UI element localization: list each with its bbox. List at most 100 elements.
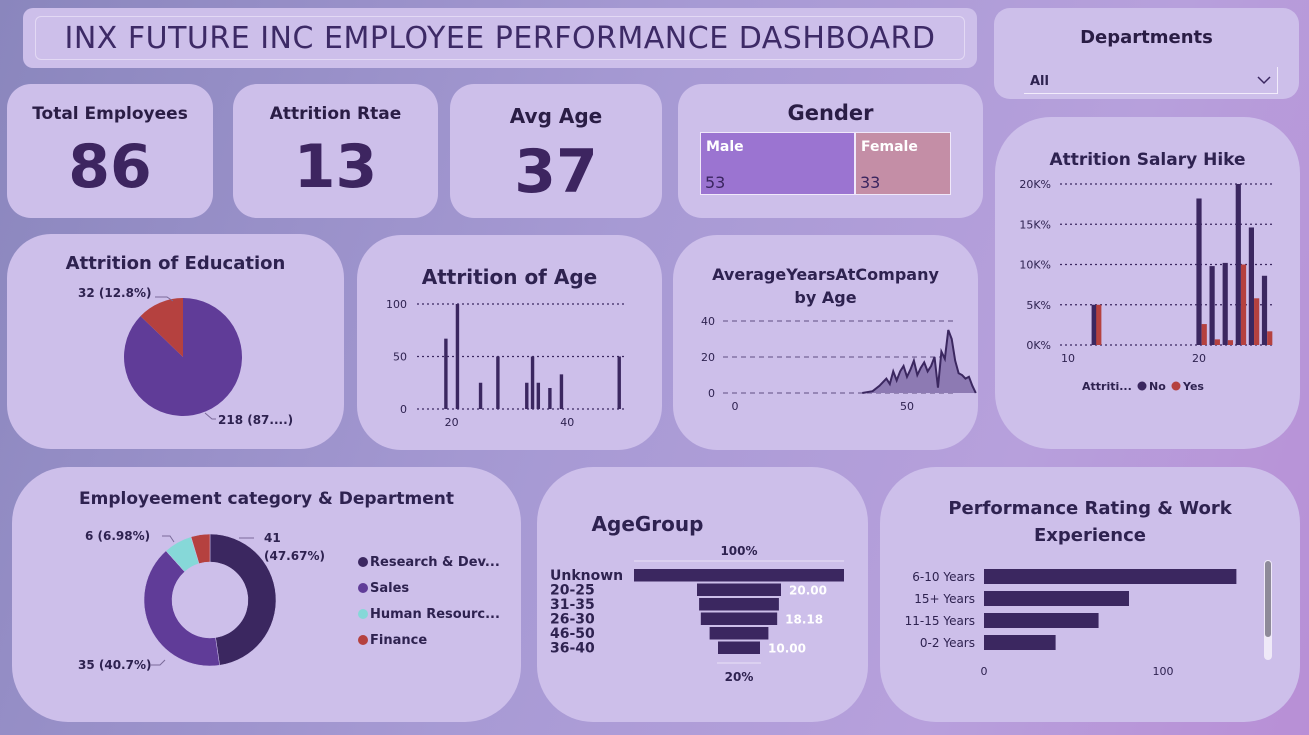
- bar: [1222, 262, 1228, 345]
- category-label: 20-25: [550, 583, 595, 599]
- bar: [1248, 227, 1254, 345]
- gender-female-box[interactable]: Female 33: [855, 132, 951, 195]
- y-tick-label: 15K%: [1019, 218, 1051, 231]
- performance-bar-chart: 6-10 Years 15+ Years 11-15 Years 0-2 Years 0…: [905, 569, 1237, 678]
- gender-female-value: 33: [860, 173, 881, 192]
- legend-swatch: [358, 557, 368, 567]
- category-label: 36-40: [550, 641, 595, 657]
- title-frame: INX FUTURE INC EMPLOYEE PERFORMANCE DASH…: [35, 16, 965, 60]
- agegroup-card: AgeGroup 100% Unknown 20-25 20.00 31-35 26-30…: [537, 467, 868, 722]
- scrollbar[interactable]: [1264, 560, 1272, 660]
- data-label: 10.00: [768, 642, 806, 656]
- chart-title: Attrition of Age: [421, 265, 598, 289]
- funnel-bottom-label: 20%: [725, 670, 754, 684]
- category-label: 11-15 Years: [905, 614, 975, 628]
- y-tick-label: 100: [386, 298, 407, 311]
- chart-title: AverageYearsAtCompany by Age: [712, 265, 939, 307]
- category-card: Employeement category & Department 41 (47…: [12, 467, 521, 722]
- bar: [1201, 324, 1207, 345]
- leader-line: [204, 412, 216, 420]
- gender-male-value: 53: [705, 173, 726, 192]
- bar: [496, 356, 500, 409]
- dropdown-value: All: [1030, 74, 1049, 89]
- data-label: 32 (12.8%): [78, 286, 151, 300]
- category-label: Unknown: [550, 568, 623, 584]
- y-tick-label: 20: [701, 351, 715, 364]
- y-tick-label: 50: [393, 351, 407, 364]
- legend-swatch: [1171, 381, 1181, 391]
- data-label: 218 (87....): [218, 413, 293, 427]
- legend-swatch: [1137, 381, 1147, 391]
- title-card: INX FUTURE INC EMPLOYEE PERFORMANCE DASH…: [23, 8, 977, 68]
- bar: [525, 382, 529, 409]
- salary-hike-chart: 0K% 5K% 10K% 15K% 20K% 10 20 Attriti... No Yes: [1019, 178, 1273, 393]
- x-tick-label: 20: [1192, 352, 1206, 365]
- category-label: 46-50: [550, 626, 595, 642]
- y-tick-label: 0K%: [1026, 339, 1051, 352]
- legend-swatch: [358, 609, 368, 619]
- legend-swatch: [358, 635, 368, 645]
- departments-dropdown[interactable]: All: [1024, 67, 1278, 94]
- slicer-label: Departments: [1080, 27, 1213, 48]
- gender-female-label: Female: [861, 139, 918, 155]
- gender-male-box[interactable]: Male 53: [700, 132, 855, 195]
- bar: [559, 374, 564, 409]
- data-label: 35 (40.7%): [78, 658, 151, 672]
- leader-line: [155, 296, 174, 302]
- bar: [1209, 266, 1215, 345]
- kpi-label: Total Employees: [32, 104, 188, 124]
- x-tick-label: 10: [1061, 352, 1075, 365]
- kpi-total-employees: Total Employees 86: [7, 84, 213, 218]
- scrollbar-thumb[interactable]: [1265, 561, 1271, 637]
- area-line: [862, 329, 977, 394]
- data-label: 6 (6.98%): [85, 529, 150, 543]
- data-label: 18.18: [785, 613, 823, 627]
- kpi-avg-age: Avg Age 37: [450, 84, 662, 218]
- bar: [1227, 340, 1234, 345]
- x-tick-label: 100: [1153, 665, 1174, 678]
- salary-hike-card: Attrition Salary Hike 0K% 5K% 10K% 15K% 20K%…: [995, 117, 1300, 449]
- funnel-bar: [709, 627, 769, 640]
- data-label: 20.00: [789, 584, 827, 598]
- y-tick-label: 0: [400, 403, 407, 416]
- category-label: 15+ Years: [914, 592, 975, 606]
- bar: [1267, 331, 1273, 345]
- funnel-top-label: 100%: [720, 544, 757, 558]
- chart-title: Attrition Salary Hike: [1049, 150, 1246, 170]
- area-fill: [862, 330, 976, 393]
- x-tick-label: 0: [981, 665, 988, 678]
- category-label: 0-2 Years: [920, 636, 975, 650]
- y-tick-label: 20K%: [1019, 178, 1051, 191]
- kpi-value: 86: [68, 132, 152, 202]
- funnel-bar: [718, 641, 760, 654]
- pie-slice: [123, 298, 242, 416]
- legend-title: Attriti...: [1082, 380, 1132, 393]
- chart-title: AgeGroup: [591, 512, 704, 536]
- donut-slice: [143, 550, 220, 667]
- funnel-bar: [634, 569, 844, 582]
- y-tick-label: 5K%: [1026, 299, 1051, 312]
- bar: [548, 388, 552, 409]
- funnel-bar: [697, 583, 781, 596]
- donut-slice: [209, 533, 277, 666]
- funnel-bar: [700, 612, 778, 625]
- years-card: AverageYearsAtCompany by Age 0 20 40 0 50: [673, 235, 978, 450]
- education-card: Attrition of Education 32 (12.8%) 218 (87…: [7, 234, 344, 449]
- x-tick-label: 0: [732, 400, 739, 413]
- leader-line: [162, 535, 175, 543]
- gender-title: Gender: [787, 101, 874, 125]
- age-card: Attrition of Age 0 50 100 20 40: [357, 235, 662, 450]
- bar: [984, 569, 1237, 584]
- bar: [617, 356, 621, 409]
- gender-card: Gender Male 53 Female 33: [678, 84, 983, 218]
- kpi-value: 13: [293, 132, 378, 202]
- page-title: INX FUTURE INC EMPLOYEE PERFORMANCE DASH…: [64, 20, 936, 56]
- donut-slice: [190, 533, 211, 564]
- legend-label: No: [1149, 380, 1166, 393]
- x-tick-label: 50: [900, 400, 914, 413]
- bar: [444, 338, 448, 409]
- bar: [536, 382, 541, 409]
- departments-slicer: Departments All: [994, 8, 1299, 99]
- category-label: 31-35: [550, 597, 595, 613]
- bar: [530, 356, 535, 409]
